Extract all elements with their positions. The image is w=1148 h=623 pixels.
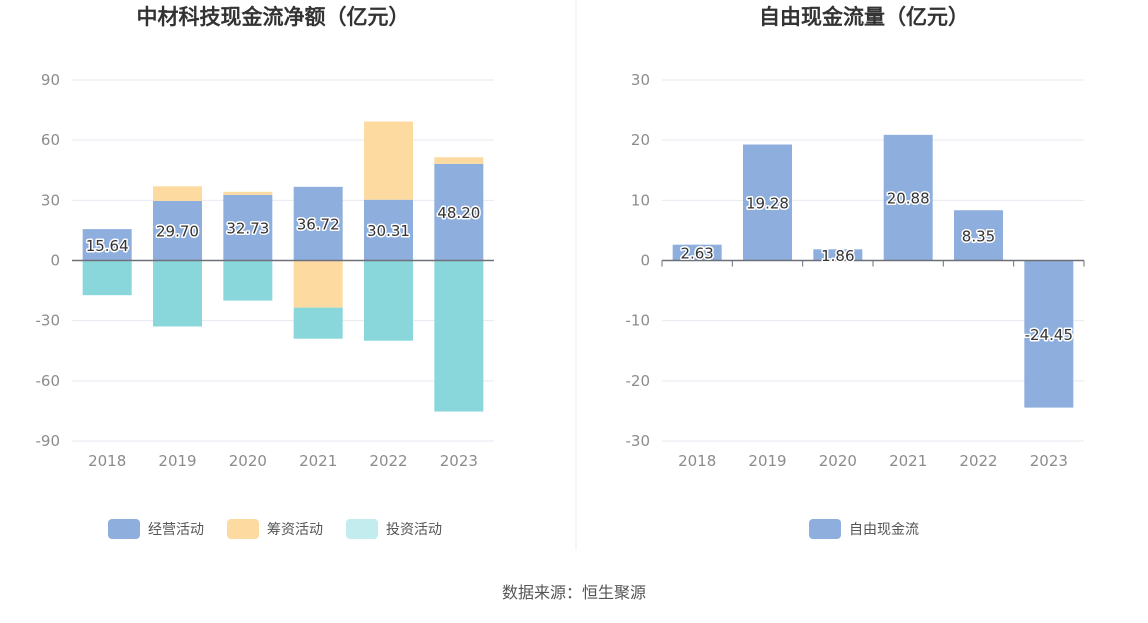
- bar-financing[interactable]: [434, 157, 484, 164]
- legend-swatch-operating: [108, 519, 140, 539]
- bar-operating[interactable]: [293, 186, 343, 261]
- bar-operating[interactable]: [434, 163, 484, 261]
- bar-investing[interactable]: [82, 261, 132, 296]
- x-tick-label: 2018: [678, 452, 716, 470]
- x-tick-label: 2023: [440, 452, 478, 470]
- x-tick-label: 2019: [748, 452, 786, 470]
- y-tick-label: 30: [41, 191, 60, 209]
- left-chart: 90 60 30 0 -30 -60 -90 2018 2019 2020 2021 2022 2023…: [36, 71, 494, 470]
- bar-free-cash[interactable]: [1024, 260, 1074, 408]
- y-tick-label: 60: [41, 131, 60, 149]
- legend-swatch-free-cash: [809, 519, 841, 539]
- bar-value-label: -24.45: [1025, 326, 1073, 344]
- bar-financing[interactable]: [364, 121, 413, 200]
- x-tick-label: 2019: [158, 452, 196, 470]
- bar-value-label: 19.28: [746, 194, 789, 212]
- y-tick-label: 30: [631, 71, 650, 89]
- right-legend: 自由现金流: [809, 519, 919, 539]
- x-tick-label: 2020: [229, 452, 267, 470]
- bar-value-label: 20.88: [887, 190, 930, 208]
- left-legend: 经营活动 筹资活动 投资活动: [108, 519, 442, 539]
- y-tick-label: 0: [640, 252, 650, 270]
- legend-label-investing: 投资活动: [386, 522, 442, 538]
- bar-operating[interactable]: [153, 200, 202, 261]
- legend-item-investing[interactable]: 投资活动: [346, 519, 442, 539]
- bar-operating[interactable]: [82, 229, 132, 261]
- bar-value-label: 29.70: [156, 223, 199, 241]
- x-tick-label: 2022: [369, 452, 407, 470]
- x-tick-label: 2021: [299, 452, 337, 470]
- y-tick-label: -10: [626, 312, 651, 330]
- left-chart-title: 中材科技现金流净额（亿元）: [137, 5, 410, 29]
- right-chart: 30 20 10 0 -10 -20 -30 2018 2019 2020 2021 2022 2023…: [626, 71, 1085, 470]
- bar-value-label: 48.20: [437, 204, 480, 222]
- bar-free-cash[interactable]: [672, 244, 722, 261]
- bar-financing[interactable]: [223, 191, 273, 195]
- y-tick-label: -60: [36, 372, 61, 390]
- bar-free-cash[interactable]: [883, 134, 933, 261]
- bar-investing[interactable]: [434, 260, 484, 412]
- data-source: 数据来源：恒生聚源: [502, 583, 646, 602]
- x-tick-label: 2023: [1030, 452, 1068, 470]
- bar-value-label: 1.86: [821, 247, 854, 265]
- legend-item-financing[interactable]: 筹资活动: [227, 519, 323, 539]
- bar-value-label: 36.72: [297, 216, 340, 234]
- bar-investing[interactable]: [223, 260, 273, 301]
- legend-label-free-cash: 自由现金流: [849, 522, 919, 538]
- bar-value-label: 15.64: [86, 237, 129, 255]
- right-chart-title: 自由现金流量（亿元）: [759, 5, 969, 29]
- y-tick-label: -30: [626, 432, 651, 450]
- bar-free-cash[interactable]: [813, 249, 863, 261]
- x-tick-label: 2018: [88, 452, 126, 470]
- bar-value-label: 8.35: [962, 227, 995, 245]
- x-tick-label: 2020: [819, 452, 857, 470]
- bar-value-label: 2.63: [680, 245, 713, 263]
- bar-value-label: 32.73: [226, 220, 269, 238]
- bar-operating[interactable]: [364, 199, 413, 261]
- y-tick-label: -90: [36, 432, 61, 450]
- y-tick-label: 10: [631, 191, 650, 209]
- bar-financing[interactable]: [153, 186, 202, 201]
- y-tick-label: -20: [626, 372, 651, 390]
- bar-free-cash[interactable]: [954, 210, 1003, 261]
- x-tick-label: 2021: [889, 452, 927, 470]
- bar-value-label: 30.31: [367, 222, 410, 240]
- bar-operating[interactable]: [223, 194, 273, 261]
- bar-investing[interactable]: [153, 260, 202, 327]
- bar-financing[interactable]: [293, 260, 343, 308]
- legend-swatch-investing: [346, 519, 378, 539]
- legend-label-financing: 筹资活动: [267, 521, 323, 538]
- y-tick-label: -30: [36, 312, 61, 330]
- legend-swatch-financing: [227, 519, 259, 539]
- bar-investing[interactable]: [293, 307, 343, 339]
- bar-investing[interactable]: [364, 260, 413, 341]
- legend-item-free-cash[interactable]: 自由现金流: [809, 519, 919, 539]
- y-tick-label: 0: [50, 252, 60, 270]
- y-tick-label: 20: [631, 131, 650, 149]
- bar-free-cash[interactable]: [743, 144, 792, 261]
- y-tick-label: 90: [41, 71, 60, 89]
- x-tick-label: 2022: [959, 452, 997, 470]
- legend-label-operating: 经营活动: [148, 522, 204, 538]
- legend-item-operating[interactable]: 经营活动: [108, 519, 204, 539]
